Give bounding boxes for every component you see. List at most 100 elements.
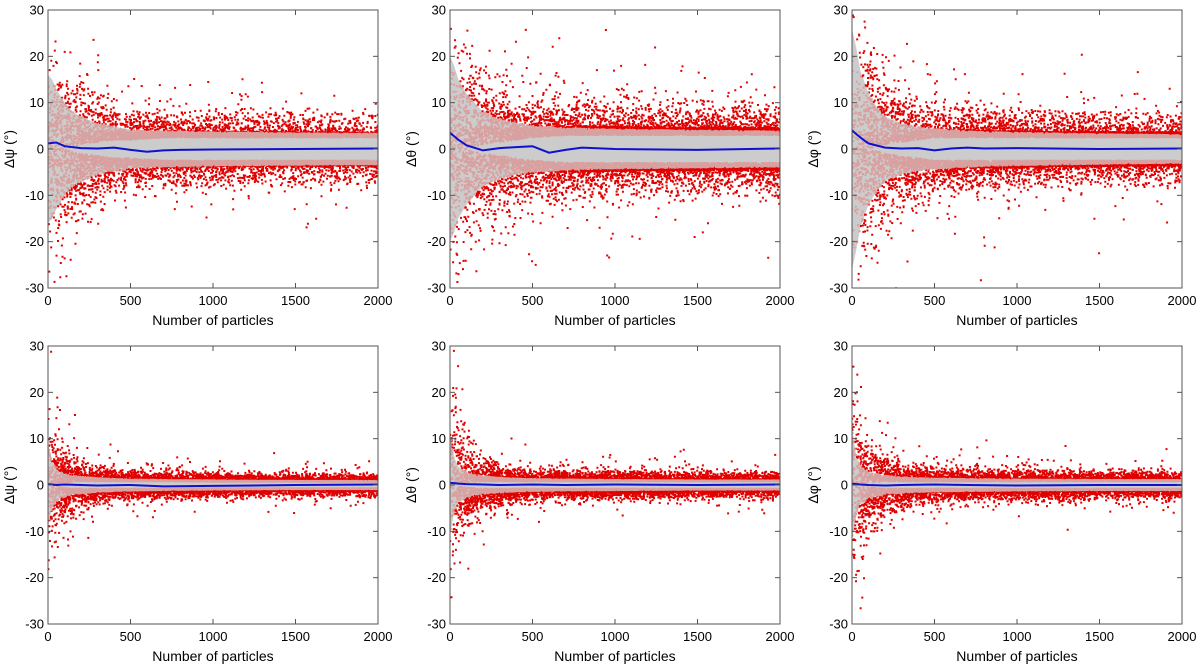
outlier-points: [449, 350, 781, 644]
y-tick-label: 20: [30, 49, 44, 64]
plot-area: [449, 0, 781, 314]
x-tick-label: 0: [446, 629, 453, 644]
x-tick-label: 1500: [683, 293, 712, 308]
x-tick-label: 0: [44, 293, 51, 308]
x-tick-label: 0: [848, 293, 855, 308]
y-tick-label: 10: [432, 95, 446, 110]
x-tick-label: 500: [522, 293, 544, 308]
x-tick-label: 500: [120, 629, 142, 644]
x-tick-label: 1000: [1003, 293, 1032, 308]
x-tick-label: 1000: [199, 293, 228, 308]
outlier-point-marks: [47, 351, 379, 570]
outlier-points: [47, 351, 379, 570]
y-tick-label: -20: [427, 570, 446, 585]
y-tick-label: -30: [829, 617, 848, 632]
x-axis-label: Number of particles: [956, 312, 1077, 328]
y-tick-label: 30: [432, 339, 446, 354]
plot-area: [449, 350, 781, 644]
y-tick-label: 0: [439, 478, 446, 493]
x-tick-label: 1000: [601, 293, 630, 308]
outlier-point-marks: [48, 39, 379, 324]
y-axis-label: Δθ (°): [403, 131, 419, 167]
x-tick-label: 1500: [1085, 629, 1114, 644]
y-axis-label: Δψ (°): [1, 466, 17, 504]
x-tick-label: 0: [44, 629, 51, 644]
x-tick-label: 2000: [1168, 629, 1197, 644]
outlier-point-marks: [449, 350, 781, 644]
x-tick-label: 1500: [683, 629, 712, 644]
y-axis-label: Δθ (°): [403, 467, 419, 503]
x-tick-label: 500: [120, 293, 142, 308]
y-tick-label: -20: [829, 570, 848, 585]
x-tick-label: 1500: [281, 629, 310, 644]
y-tick-label: -10: [427, 524, 446, 539]
x-tick-label: 1500: [1085, 293, 1114, 308]
x-axis-label: Number of particles: [956, 648, 1077, 664]
y-tick-label: 10: [30, 431, 44, 446]
y-tick-label: 0: [841, 142, 848, 157]
y-tick-label: -10: [25, 188, 44, 203]
y-tick-label: -10: [25, 524, 44, 539]
plot-area: [851, 366, 1183, 610]
y-tick-label: -20: [427, 234, 446, 249]
x-tick-label: 1000: [601, 629, 630, 644]
y-tick-label: -20: [25, 570, 44, 585]
y-tick-label: -30: [25, 281, 44, 296]
y-tick-label: 30: [834, 339, 848, 354]
y-tick-label: 10: [30, 95, 44, 110]
y-tick-label: -20: [25, 234, 44, 249]
x-axis-label: Number of particles: [554, 312, 675, 328]
y-tick-label: -30: [829, 281, 848, 296]
x-tick-label: 500: [924, 293, 946, 308]
y-tick-label: 30: [30, 3, 44, 18]
y-tick-label: 0: [37, 142, 44, 157]
x-tick-label: 2000: [364, 293, 393, 308]
y-tick-label: 20: [834, 385, 848, 400]
x-tick-label: 2000: [766, 629, 795, 644]
y-tick-label: -30: [427, 617, 446, 632]
y-tick-label: -30: [427, 281, 446, 296]
x-tick-label: 1500: [281, 293, 310, 308]
plot-area: [47, 351, 379, 570]
x-tick-label: 1000: [199, 629, 228, 644]
y-axis-label: Δψ (°): [1, 130, 17, 168]
y-tick-label: -30: [25, 617, 44, 632]
y-tick-label: -20: [829, 234, 848, 249]
y-tick-label: 20: [432, 49, 446, 64]
x-axis-label: Number of particles: [554, 648, 675, 664]
y-axis-label: Δφ (°): [805, 466, 821, 503]
y-tick-label: 30: [834, 3, 848, 18]
y-tick-label: 10: [834, 431, 848, 446]
x-tick-label: 500: [522, 629, 544, 644]
y-tick-label: 10: [834, 95, 848, 110]
y-tick-label: 0: [841, 478, 848, 493]
chart-panel-top-middle: 0 500 1000 1500 2000 -30 -20 -10 0 10 20 30 Number o…: [403, 0, 794, 328]
chart-panel-top-right: 0 500 1000 1500 2000 -30 -20 -10 0 10 20 30 Number o…: [805, 0, 1196, 328]
x-tick-label: 0: [446, 293, 453, 308]
chart-panel-bottom-right: 0 500 1000 1500 2000 -30 -20 -10 0 10 20 30 Number o…: [805, 339, 1196, 665]
y-axis-label: Δφ (°): [805, 130, 821, 167]
x-tick-label: 0: [848, 629, 855, 644]
y-tick-label: 20: [432, 385, 446, 400]
plot-area: [851, 0, 1183, 308]
x-axis-label: Number of particles: [152, 648, 273, 664]
y-tick-label: 30: [432, 3, 446, 18]
x-axis-label: Number of particles: [152, 312, 273, 328]
y-tick-label: 0: [439, 142, 446, 157]
y-tick-label: 20: [834, 49, 848, 64]
x-tick-label: 500: [924, 629, 946, 644]
outlier-points: [48, 39, 379, 324]
x-tick-label: 2000: [364, 629, 393, 644]
x-tick-label: 2000: [1168, 293, 1197, 308]
y-tick-label: 20: [30, 385, 44, 400]
x-tick-label: 2000: [766, 293, 795, 308]
y-tick-label: 30: [30, 339, 44, 354]
x-tick-label: 1000: [1003, 629, 1032, 644]
y-tick-label: -10: [427, 188, 446, 203]
y-tick-label: -10: [829, 524, 848, 539]
y-tick-label: -10: [829, 188, 848, 203]
y-tick-label: 10: [432, 431, 446, 446]
plot-area: [47, 39, 379, 324]
